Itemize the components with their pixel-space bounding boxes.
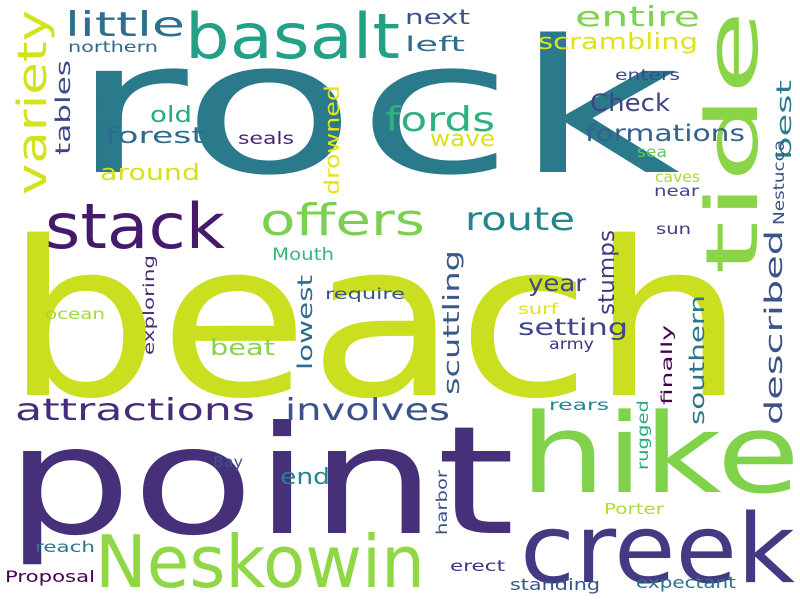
word-northern: northern xyxy=(68,38,158,56)
word-described: described xyxy=(760,230,788,425)
word-wave: wave xyxy=(430,127,495,152)
word-enters: enters xyxy=(615,66,680,84)
word-variety: variety xyxy=(10,10,56,195)
word-around: around xyxy=(100,161,200,186)
word-rock: rock xyxy=(70,0,680,216)
word-erect: erect xyxy=(450,557,505,575)
word-army: army xyxy=(549,335,594,353)
word-nestucca: Nestucca xyxy=(770,140,788,225)
word-drowned: drowned xyxy=(320,85,344,195)
word-rugged: rugged xyxy=(634,400,652,470)
word-left: left xyxy=(405,32,465,56)
word-require: require xyxy=(325,285,405,303)
word-surf: surf xyxy=(518,300,559,318)
word-standing: standing xyxy=(510,575,600,594)
word-scuttling: scuttling xyxy=(440,250,465,395)
word-old: old xyxy=(150,103,192,128)
word-sea: sea xyxy=(637,143,667,161)
word-attractions: attractions xyxy=(15,393,255,428)
word-tide: tide xyxy=(690,10,774,275)
word-fords: fords xyxy=(385,100,495,140)
word-beat: beat xyxy=(210,336,275,361)
word-ocean: ocean xyxy=(45,305,105,323)
word-setting: setting xyxy=(518,315,628,341)
word-scrambling: scrambling xyxy=(538,30,698,55)
word-basalt: basalt xyxy=(185,0,400,73)
word-seals: seals xyxy=(238,129,294,149)
word-reach: reach xyxy=(35,538,95,556)
word-best: best xyxy=(772,80,796,160)
word-hike: hike xyxy=(520,390,800,518)
word-finally: finally xyxy=(658,325,676,405)
word-involves: involves xyxy=(285,393,450,428)
word-expectant: expectant xyxy=(636,573,736,592)
word-creek: creek xyxy=(520,495,795,600)
word-formations: formations xyxy=(585,121,745,147)
word-stack: stack xyxy=(45,190,225,263)
word-offers: offers xyxy=(260,195,425,246)
word-tables: tables xyxy=(51,60,75,155)
word-stumps: stumps xyxy=(595,230,620,315)
word-sun: sun xyxy=(656,220,691,238)
word-beach: beach xyxy=(5,195,745,446)
word-lowest: lowest xyxy=(293,275,317,370)
word-harbor: harbor xyxy=(433,469,451,535)
word-mouth: Mouth xyxy=(272,245,334,265)
word-proposal: Proposal xyxy=(5,567,95,586)
word-next: next xyxy=(405,5,470,29)
word-caves: caves xyxy=(655,168,700,186)
word-year: year xyxy=(528,271,587,297)
word-little: little xyxy=(65,5,185,45)
word-neskowin: Neskowin xyxy=(95,520,425,600)
word-southern: southern xyxy=(685,295,709,425)
word-bay: Bay xyxy=(213,453,243,471)
word-forest: forest xyxy=(105,124,206,149)
word-point: point xyxy=(5,395,515,569)
word-check: Check xyxy=(590,89,670,117)
word-rears: rears xyxy=(549,396,609,414)
word-route: route xyxy=(465,200,575,238)
word-porter: Porter xyxy=(604,500,665,518)
word-near: near xyxy=(654,182,700,200)
word-end: end xyxy=(280,465,330,490)
word-exploring: exploring xyxy=(140,255,158,355)
word-entire: entire xyxy=(575,0,700,33)
